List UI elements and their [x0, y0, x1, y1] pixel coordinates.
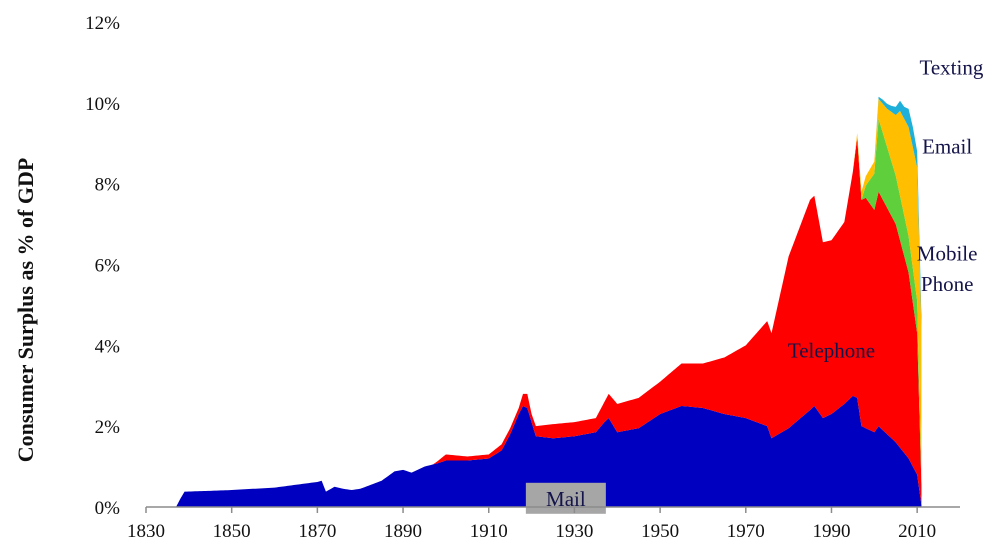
x-tick-label: 1910: [470, 521, 508, 542]
y-tick-label: 12%: [85, 13, 120, 34]
annotation-phone: Phone: [921, 272, 974, 296]
x-tick-label: 1970: [727, 521, 765, 542]
annotation-box-mail: [525, 482, 606, 514]
x-tick-label: 1950: [641, 521, 679, 542]
area-series-mobile-phone: [861, 119, 922, 485]
x-tick-label: 1890: [384, 521, 422, 542]
x-tick-label: 1930: [555, 521, 593, 542]
x-tick-label: 1990: [812, 521, 850, 542]
y-tick-label: 6%: [95, 256, 121, 277]
x-tick-label: 1870: [298, 521, 336, 542]
axes-group: 1830 1850 1870 1890 1910 1930 1950 1970 1990 2010…: [85, 13, 960, 542]
area-series-mail: [146, 395, 922, 507]
y-tick-label: 8%: [95, 175, 121, 196]
y-tick-label: 0%: [95, 498, 121, 519]
y-tick-label: 10%: [85, 94, 120, 115]
x-tick-label: 1850: [213, 521, 251, 542]
area-series-email: [852, 98, 922, 477]
annotation-texting: Texting: [920, 56, 984, 80]
x-tick-label: 2010: [898, 521, 936, 542]
area-series-group: [146, 96, 922, 507]
annotation-telephone: Telephone: [788, 338, 875, 362]
y-axis-label: Consumer Surplus as % of GDP: [13, 158, 38, 463]
area-series-telephone: [433, 137, 922, 505]
y-tick-label: 2%: [95, 417, 121, 438]
annotation-mobile: Mobile: [917, 241, 978, 265]
y-tick-label: 4%: [95, 336, 121, 357]
annotation-email: Email: [922, 134, 972, 158]
x-tick-label: 1830: [127, 521, 165, 542]
